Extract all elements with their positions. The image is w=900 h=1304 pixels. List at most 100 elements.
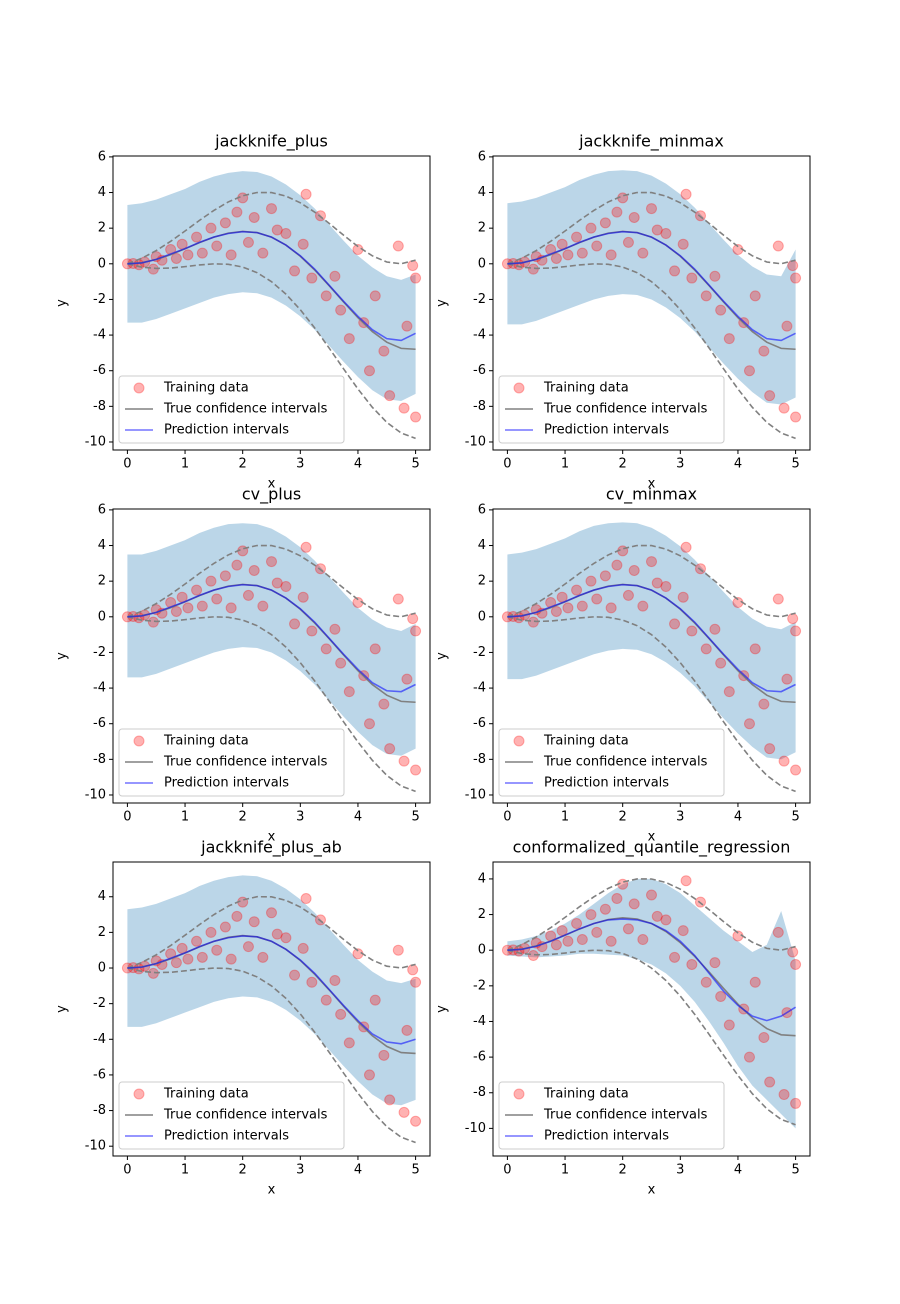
legend-label: Prediction intervals bbox=[164, 423, 289, 438]
training-point bbox=[772, 926, 784, 938]
training-point bbox=[709, 957, 721, 969]
training-point bbox=[271, 577, 283, 589]
training-point bbox=[257, 247, 269, 259]
training-point bbox=[781, 673, 793, 685]
legend-box bbox=[498, 1081, 725, 1150]
training-point bbox=[248, 916, 260, 928]
training-point bbox=[280, 228, 292, 240]
y-tick-label: 4 bbox=[478, 538, 486, 553]
prediction-line bbox=[127, 935, 416, 1045]
training-point bbox=[191, 584, 203, 596]
training-point bbox=[329, 270, 341, 282]
training-point bbox=[392, 944, 404, 956]
y-tick-label: -4 bbox=[473, 328, 486, 343]
true-ci-bound bbox=[507, 878, 796, 951]
y-tick-label: -10 bbox=[465, 434, 486, 449]
y-tick-label: 0 bbox=[98, 609, 106, 624]
training-point bbox=[369, 994, 381, 1006]
y-tick-label: 4 bbox=[98, 538, 106, 553]
y-tick-label: 2 bbox=[98, 925, 106, 940]
training-point bbox=[242, 941, 254, 953]
training-point bbox=[749, 976, 761, 988]
chart-title: jackknife_minmax bbox=[578, 132, 724, 152]
y-tick-label: -6 bbox=[93, 1067, 106, 1082]
training-point bbox=[550, 605, 562, 617]
x-tick-label: 5 bbox=[411, 810, 419, 825]
y-tick-label: -10 bbox=[85, 787, 106, 802]
training-point bbox=[576, 247, 588, 259]
chart-title: jackknife_plus bbox=[214, 132, 328, 152]
training-point bbox=[622, 589, 634, 601]
training-point bbox=[646, 556, 657, 568]
training-point bbox=[242, 589, 254, 601]
training-point bbox=[787, 613, 799, 625]
x-tick-label: 0 bbox=[123, 457, 131, 472]
y-tick-label: 2 bbox=[478, 907, 486, 922]
plot-area bbox=[121, 523, 422, 793]
true-ci-bound bbox=[507, 544, 796, 618]
training-point bbox=[320, 994, 332, 1006]
x-tick-label: 0 bbox=[123, 1163, 131, 1178]
x-tick-label: 3 bbox=[676, 457, 684, 472]
y-tick-label: -4 bbox=[93, 328, 106, 343]
training-point bbox=[378, 345, 390, 357]
chart-title: cv_plus bbox=[242, 485, 301, 505]
training-point bbox=[669, 618, 681, 630]
legend-marker bbox=[133, 1088, 145, 1100]
training-point bbox=[231, 910, 243, 922]
training-point bbox=[248, 564, 260, 576]
training-point bbox=[182, 953, 194, 965]
training-point bbox=[723, 1019, 735, 1031]
training-point bbox=[743, 365, 755, 377]
training-point bbox=[628, 211, 640, 223]
training-point bbox=[790, 272, 802, 284]
training-point bbox=[280, 932, 292, 944]
training-point bbox=[320, 643, 332, 655]
x-axis-label: x bbox=[648, 1183, 656, 1198]
legend-label: Training data bbox=[543, 381, 629, 396]
training-point bbox=[335, 1008, 347, 1020]
training-point bbox=[585, 909, 597, 921]
training-point bbox=[677, 925, 689, 937]
training-point bbox=[749, 290, 761, 302]
y-tick-label: 6 bbox=[478, 149, 486, 164]
y-tick-label: -8 bbox=[93, 752, 106, 767]
training-point bbox=[605, 935, 617, 947]
training-point bbox=[628, 898, 640, 910]
axes-frame bbox=[112, 155, 431, 451]
legend-label: Prediction intervals bbox=[544, 776, 669, 791]
training-point bbox=[651, 224, 663, 236]
training-point bbox=[401, 320, 413, 332]
training-point bbox=[669, 951, 681, 963]
training-point bbox=[297, 238, 309, 250]
x-tick-label: 2 bbox=[239, 810, 247, 825]
y-tick-label: -8 bbox=[473, 1085, 486, 1100]
legend-label: Training data bbox=[163, 381, 249, 396]
y-tick-label: 4 bbox=[478, 871, 486, 886]
training-point bbox=[611, 559, 623, 571]
training-point bbox=[266, 203, 277, 215]
legend-label: True confidence intervals bbox=[163, 402, 328, 417]
x-tick-label: 2 bbox=[619, 457, 627, 472]
training-point bbox=[772, 240, 784, 252]
training-point bbox=[306, 625, 318, 637]
y-tick-label: 0 bbox=[478, 609, 486, 624]
training-point bbox=[550, 939, 562, 951]
training-point bbox=[585, 222, 597, 234]
training-point bbox=[170, 252, 182, 264]
training-point bbox=[398, 1106, 410, 1118]
legend-label: True confidence intervals bbox=[163, 755, 328, 770]
training-point bbox=[790, 411, 802, 423]
training-point bbox=[599, 570, 611, 582]
x-tick-label: 4 bbox=[354, 810, 362, 825]
training-point bbox=[723, 686, 735, 698]
training-point bbox=[764, 390, 776, 402]
plot-area bbox=[501, 522, 802, 793]
x-tick-label: 0 bbox=[123, 810, 131, 825]
chart-title: cv_minmax bbox=[606, 485, 697, 505]
training-point bbox=[660, 228, 672, 240]
training-point bbox=[686, 272, 698, 284]
training-point bbox=[205, 926, 217, 938]
training-point bbox=[248, 211, 260, 223]
y-tick-label: -2 bbox=[473, 292, 486, 307]
